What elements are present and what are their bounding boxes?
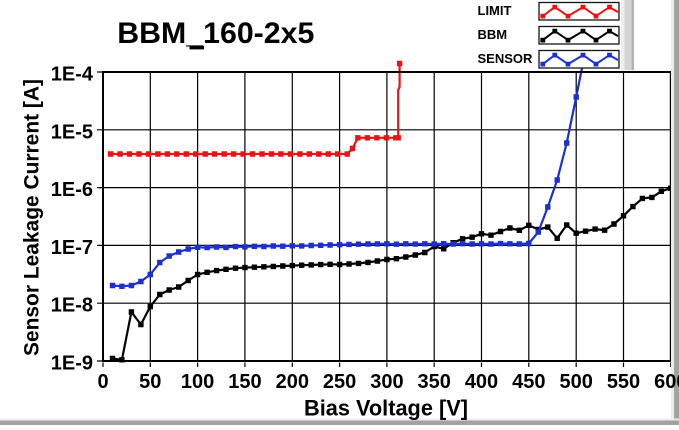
svg-text:50: 50 [139,371,161,393]
svg-text:0: 0 [97,371,108,393]
svg-text:100: 100 [181,371,214,393]
svg-text:1E-9: 1E-9 [51,353,93,375]
svg-text:Bias Voltage [V]: Bias Voltage [V] [304,396,468,421]
svg-text:200: 200 [276,371,309,393]
svg-text:1E-8: 1E-8 [51,295,93,317]
svg-text:SENSOR: SENSOR [478,51,534,66]
svg-text:1E-7: 1E-7 [51,237,93,259]
svg-text:1E-5: 1E-5 [51,121,93,143]
svg-text:600: 600 [654,371,679,393]
svg-text:450: 450 [512,371,545,393]
svg-text:1E-4: 1E-4 [51,64,94,86]
svg-text:BBM_160-2x5: BBM_160-2x5 [117,17,314,50]
svg-text:150: 150 [228,371,261,393]
svg-text:Sensor Leakage Current [A]: Sensor Leakage Current [A] [21,79,44,356]
svg-text:400: 400 [465,371,498,393]
svg-text:500: 500 [560,371,593,393]
svg-text:350: 350 [418,371,451,393]
svg-text:300: 300 [370,371,403,393]
svg-text:250: 250 [323,371,356,393]
svg-text:1E-6: 1E-6 [51,179,93,201]
svg-text:LIMIT: LIMIT [478,3,512,18]
svg-text:550: 550 [607,371,640,393]
svg-text:BBM: BBM [478,27,508,42]
